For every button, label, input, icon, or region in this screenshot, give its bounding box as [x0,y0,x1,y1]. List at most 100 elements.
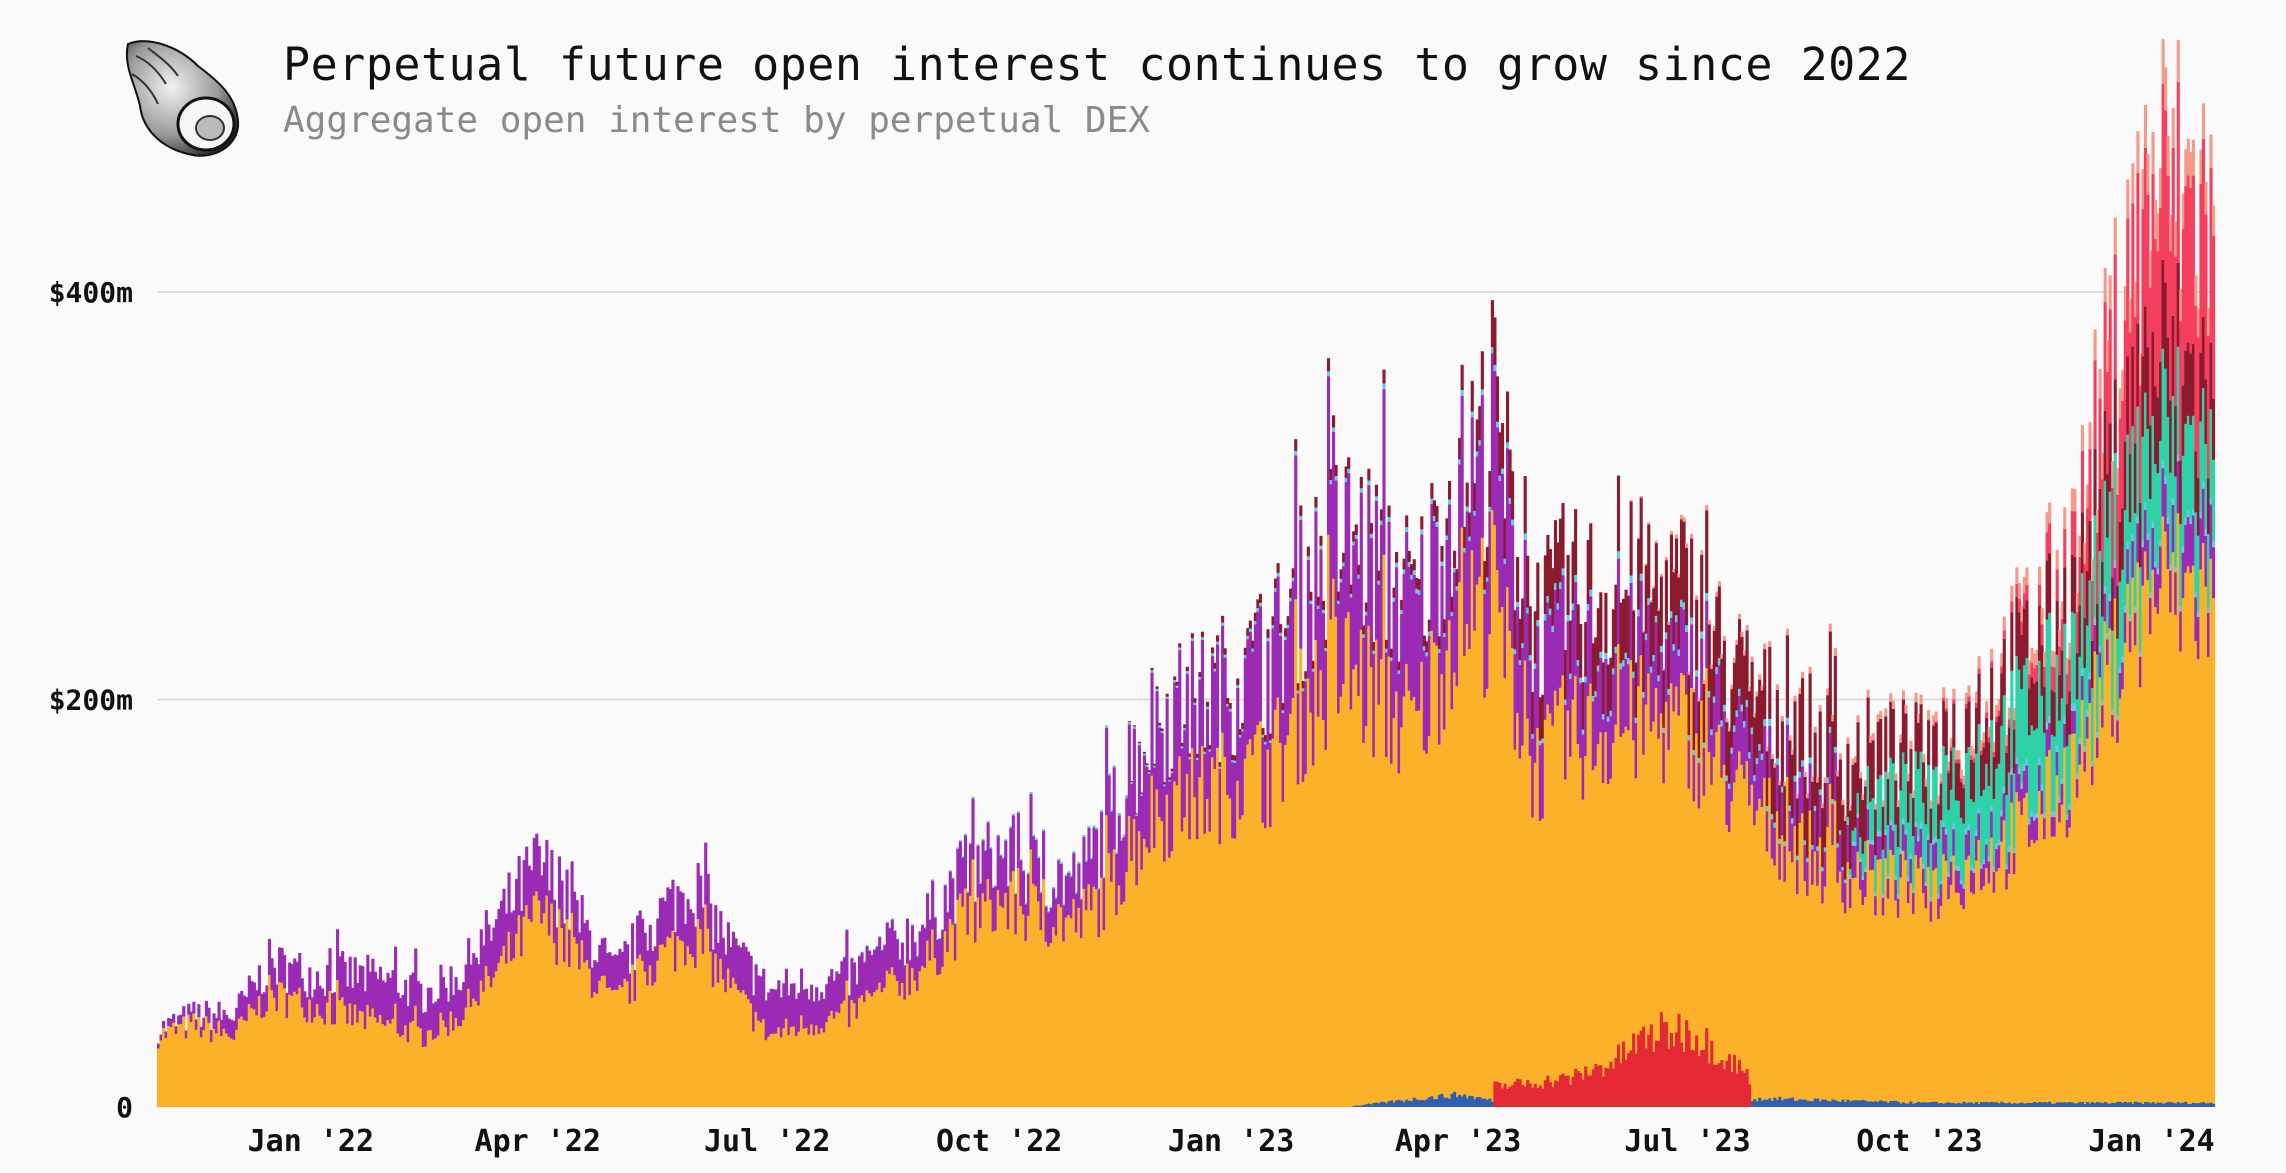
bar-segment [984,901,988,1107]
bar-segment [1248,631,1252,740]
bar-segment [1100,809,1104,812]
bar-segment [343,961,347,1006]
bar-segment [895,981,899,1107]
bar-segment [782,983,786,1029]
bar-segment [406,1042,410,1107]
bar-segment [1644,565,1648,634]
bar-segment [1029,791,1033,794]
bar-segment [1493,317,1497,365]
bar-segment [731,931,736,978]
bar-segment [1964,692,1969,704]
bar-segment [252,1009,256,1107]
bar-segment [1813,732,1817,806]
bar-segment [1884,835,1888,859]
bar-segment [2055,549,2059,570]
bar-segment [1296,784,1300,1107]
bar-segment [704,842,708,905]
bar-segment [2060,778,2064,785]
bar-segment [2038,791,2042,1107]
bar-segment [1427,736,1431,1107]
bar-segment [1147,772,1152,774]
bar-segment [1082,834,1086,837]
bar-segment [1896,846,1900,895]
bar-segment [325,1002,330,1107]
bar-segment [2138,385,2142,503]
bar-segment [1982,742,1986,748]
bar-segment [2184,572,2188,1107]
bar-segment [1347,611,1351,1107]
bar-segment [1591,696,1595,702]
bar-segment [1858,857,1863,862]
bar-segment [1566,615,1570,622]
bar-segment [1092,886,1096,1107]
bar-segment [457,989,461,1027]
bar-segment [1750,734,1754,785]
bar-segment [2143,509,2148,552]
bar-segment [1821,867,1825,872]
bar-segment [976,897,980,1107]
bar-segment [1662,783,1666,1107]
bar-segment [2128,615,2132,622]
bar-segment [1384,648,1389,653]
bar-segment [1152,763,1157,766]
bar-segment [2022,764,2027,771]
bar-segment [1743,650,1747,656]
bar-segment [484,966,488,1107]
bar-segment [2194,305,2198,452]
bar-segment [976,844,980,846]
bar-segment [2111,736,2115,1107]
bar-segment [979,882,983,885]
bar-segment [2212,235,2216,399]
bar-segment [963,888,967,1107]
overlay-bar-segment [2189,1104,2193,1107]
bar-segment [1556,542,1560,604]
bar-segment [981,893,985,1107]
bar-segment [2199,518,2203,570]
bar-segment [1546,595,1550,603]
bar-segment [351,987,355,1026]
bar-segment [2151,527,2155,570]
overlay-bar-segment [1879,1100,1883,1107]
bar-segment [343,1005,347,1107]
bar-segment [2204,536,2208,587]
bar-segment [2194,512,2198,592]
bar-segment [1687,740,1691,789]
bar-segment [1783,781,1787,787]
bar-segment [1871,740,1875,799]
bar-segment [1117,813,1121,816]
bar-segment [1034,886,1038,1107]
bar-segment [1468,649,1472,1107]
bar-segment [2118,521,2122,582]
overlay-bar-segment [1523,1086,1527,1107]
bar-segment [1997,763,2001,841]
bar-segment [2012,707,2016,721]
overlay-bar-segment [1478,1097,1482,1107]
bar-segment [1823,851,1827,887]
bar-segment [1599,592,1603,652]
overlay-bar-segment [1717,1063,1721,1107]
bar-segment [1100,877,1104,1107]
bar-segment [1334,476,1338,481]
bar-segment [293,958,297,992]
bar-segment [1321,609,1326,614]
bar-segment [1962,784,1966,789]
overlay-bar-segment [2131,1103,2135,1107]
bar-segment [2032,843,2037,1107]
bar-segment [1919,823,1923,829]
bar-segment [1084,859,1089,862]
bar-segment [1828,732,1832,784]
overlay-bar-segment [1584,1066,1588,1107]
bar-segment [2171,396,2175,499]
overlay-bar-segment [1775,1100,1779,1107]
bar-segment [1460,527,1464,1107]
bar-segment [1768,646,1772,719]
bar-segment [1977,656,1981,669]
overlay-bar-segment [1354,1105,1358,1107]
bar-segment [2138,687,2142,1107]
bar-segment [1916,714,1921,723]
bar-segment [1584,756,1588,1107]
bar-segment [280,948,284,983]
bar-segment [439,964,443,1013]
bar-segment [1957,870,1961,894]
overlay-bar-segment [1889,1101,1893,1107]
